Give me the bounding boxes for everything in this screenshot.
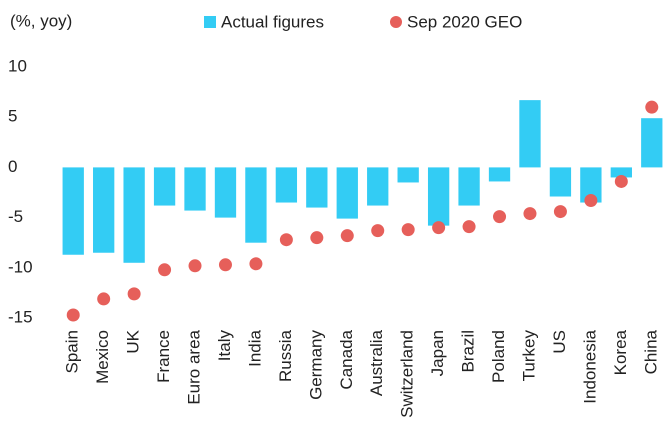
x-tick-label: Spain xyxy=(63,330,82,373)
dot xyxy=(340,229,354,243)
dot xyxy=(493,210,507,224)
x-tick-label: Euro area xyxy=(185,329,204,404)
bar xyxy=(62,167,84,255)
bar xyxy=(519,100,541,168)
y-tick-label: -10 xyxy=(8,257,33,276)
dot xyxy=(249,257,263,271)
bar xyxy=(123,167,145,263)
dot xyxy=(645,100,659,114)
x-tick-label: Mexico xyxy=(93,330,112,384)
dot xyxy=(523,207,537,221)
dot xyxy=(127,287,141,301)
bar xyxy=(214,167,237,218)
bar xyxy=(153,167,176,206)
dot xyxy=(66,308,80,322)
legend-label: Sep 2020 GEO xyxy=(407,12,522,31)
x-tick-label: Italy xyxy=(215,330,234,362)
bar xyxy=(610,167,632,178)
dot xyxy=(97,292,111,306)
y-tick-label: 10 xyxy=(8,56,27,75)
x-tick-label: US xyxy=(550,330,569,354)
x-tick-label: Japan xyxy=(428,330,447,376)
x-tick-label: Australia xyxy=(367,329,386,396)
x-tick-label: Turkey xyxy=(519,330,538,382)
x-tick-label: Germany xyxy=(306,330,325,400)
x-tick-label: Indonesia xyxy=(580,329,599,403)
x-tick-label: Canada xyxy=(337,329,356,389)
dot xyxy=(584,194,598,208)
y-tick-label: 5 xyxy=(8,107,17,126)
x-tick-label: Switzerland xyxy=(398,330,417,418)
dot xyxy=(279,233,293,247)
dot xyxy=(218,258,232,272)
x-tick-label: Russia xyxy=(276,329,295,382)
bar xyxy=(427,167,450,226)
dot xyxy=(462,220,476,234)
dot xyxy=(553,205,567,219)
legend-swatch xyxy=(390,16,402,28)
dot xyxy=(188,259,202,273)
bar xyxy=(306,167,328,208)
x-tick-label: UK xyxy=(124,329,143,353)
bar xyxy=(641,118,663,168)
legend-label: Actual figures xyxy=(221,12,324,31)
y-tick-label: 0 xyxy=(8,157,17,176)
dot xyxy=(371,224,385,238)
bar xyxy=(397,167,419,183)
bar xyxy=(580,167,602,203)
legend-swatch xyxy=(204,16,216,28)
x-tick-label: Brazil xyxy=(459,330,478,373)
bar xyxy=(367,167,389,206)
x-tick-label: India xyxy=(245,329,264,366)
dot xyxy=(614,174,628,188)
dot xyxy=(432,221,446,235)
bar xyxy=(458,167,480,206)
dot xyxy=(401,223,415,237)
dot xyxy=(310,231,324,245)
bar xyxy=(184,167,206,211)
x-tick-label: Poland xyxy=(489,330,508,383)
y-tick-label: -15 xyxy=(8,307,33,326)
bar xyxy=(336,167,358,219)
dot xyxy=(158,263,172,277)
y-tick-label: -5 xyxy=(8,207,23,226)
bar xyxy=(93,167,115,253)
bar xyxy=(245,167,267,243)
x-tick-label: Korea xyxy=(611,329,630,375)
x-tick-label: China xyxy=(641,329,660,374)
x-tick-label: France xyxy=(154,330,173,383)
bar xyxy=(488,167,511,182)
bar xyxy=(275,167,298,203)
y-axis-label: (%, yoy) xyxy=(10,11,72,30)
bar xyxy=(549,167,572,197)
